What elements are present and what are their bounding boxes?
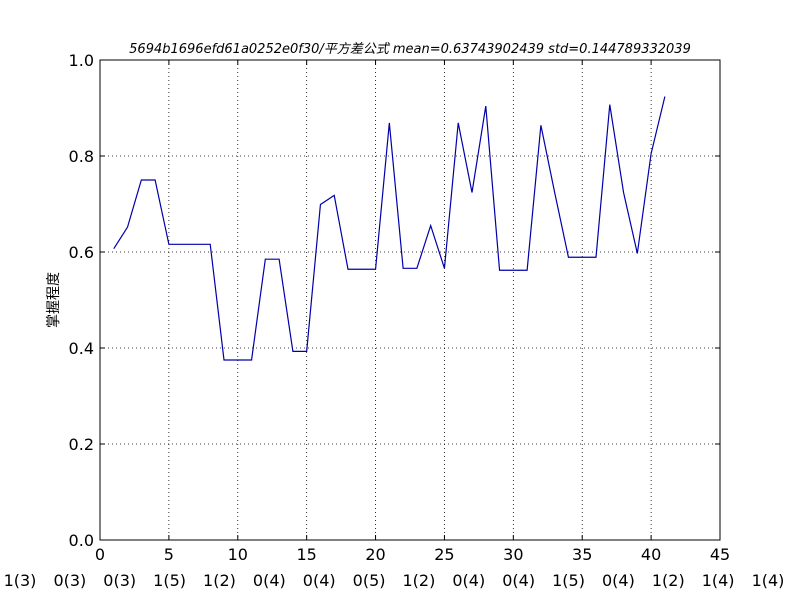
bottom-category-label: 1(2) bbox=[203, 571, 236, 590]
bottom-category-label: 0(4) bbox=[303, 571, 336, 590]
bottom-category-label: 0(4) bbox=[253, 571, 286, 590]
x-tick-label: 5 bbox=[164, 545, 174, 564]
bottom-category-label: 1(2) bbox=[652, 571, 685, 590]
x-tick-label: 40 bbox=[641, 545, 661, 564]
y-tick-label: 0.0 bbox=[69, 531, 94, 550]
plot-frame bbox=[99, 59, 721, 541]
x-tick-labels: 0 5 10 15 20 25 30 35 40 45 bbox=[95, 545, 730, 564]
y-tick-label: 0.4 bbox=[69, 339, 94, 358]
bottom-category-label: 0(4) bbox=[602, 571, 635, 590]
bottom-category-label: 1(4) bbox=[702, 571, 735, 590]
bottom-category-label: 0(3) bbox=[103, 571, 136, 590]
bottom-category-label: 1(5) bbox=[552, 571, 585, 590]
y-tick-label: 0.6 bbox=[69, 243, 94, 262]
y-tick-label: 0.2 bbox=[69, 435, 94, 454]
y-tick-labels: 0.0 0.2 0.4 0.6 0.8 1.0 bbox=[69, 51, 94, 550]
bottom-category-label: 1(5) bbox=[153, 571, 186, 590]
x-tick-label: 0 bbox=[95, 545, 105, 564]
x-tick-label: 25 bbox=[434, 545, 454, 564]
bottom-category-label: 1(4) bbox=[752, 571, 785, 590]
y-axis-label: 掌握程度 bbox=[46, 272, 62, 328]
bottom-category-label: 0(4) bbox=[452, 571, 485, 590]
bottom-category-label: 1(3) bbox=[4, 571, 37, 590]
grid bbox=[100, 60, 720, 540]
series-layer bbox=[113, 96, 666, 361]
bottom-category-label: 0(4) bbox=[502, 571, 535, 590]
bottom-category-label: 0(5) bbox=[353, 571, 386, 590]
x-tick-label: 30 bbox=[503, 545, 523, 564]
chart-title: 5694b1696efd61a0252e0f30/平方差公式 mean=0.63… bbox=[129, 42, 691, 57]
x-tick-label: 15 bbox=[296, 545, 316, 564]
y-tick-label: 1.0 bbox=[69, 51, 94, 70]
x-tick-label: 10 bbox=[228, 545, 248, 564]
bottom-category-label: 1(2) bbox=[403, 571, 436, 590]
ticks bbox=[99, 59, 721, 541]
x-tick-label: 45 bbox=[710, 545, 730, 564]
bottom-category-labels: 1(3) 0(3) 0(3) 1(5) 1(2) 0(4) 0(4) 0(5) 1(2) 0(4)… bbox=[4, 571, 785, 590]
series-line bbox=[113, 96, 666, 361]
x-tick-label: 35 bbox=[572, 545, 592, 564]
bottom-category-label: 0(3) bbox=[53, 571, 86, 590]
x-tick-label: 20 bbox=[365, 545, 385, 564]
y-tick-label: 0.8 bbox=[69, 147, 94, 166]
